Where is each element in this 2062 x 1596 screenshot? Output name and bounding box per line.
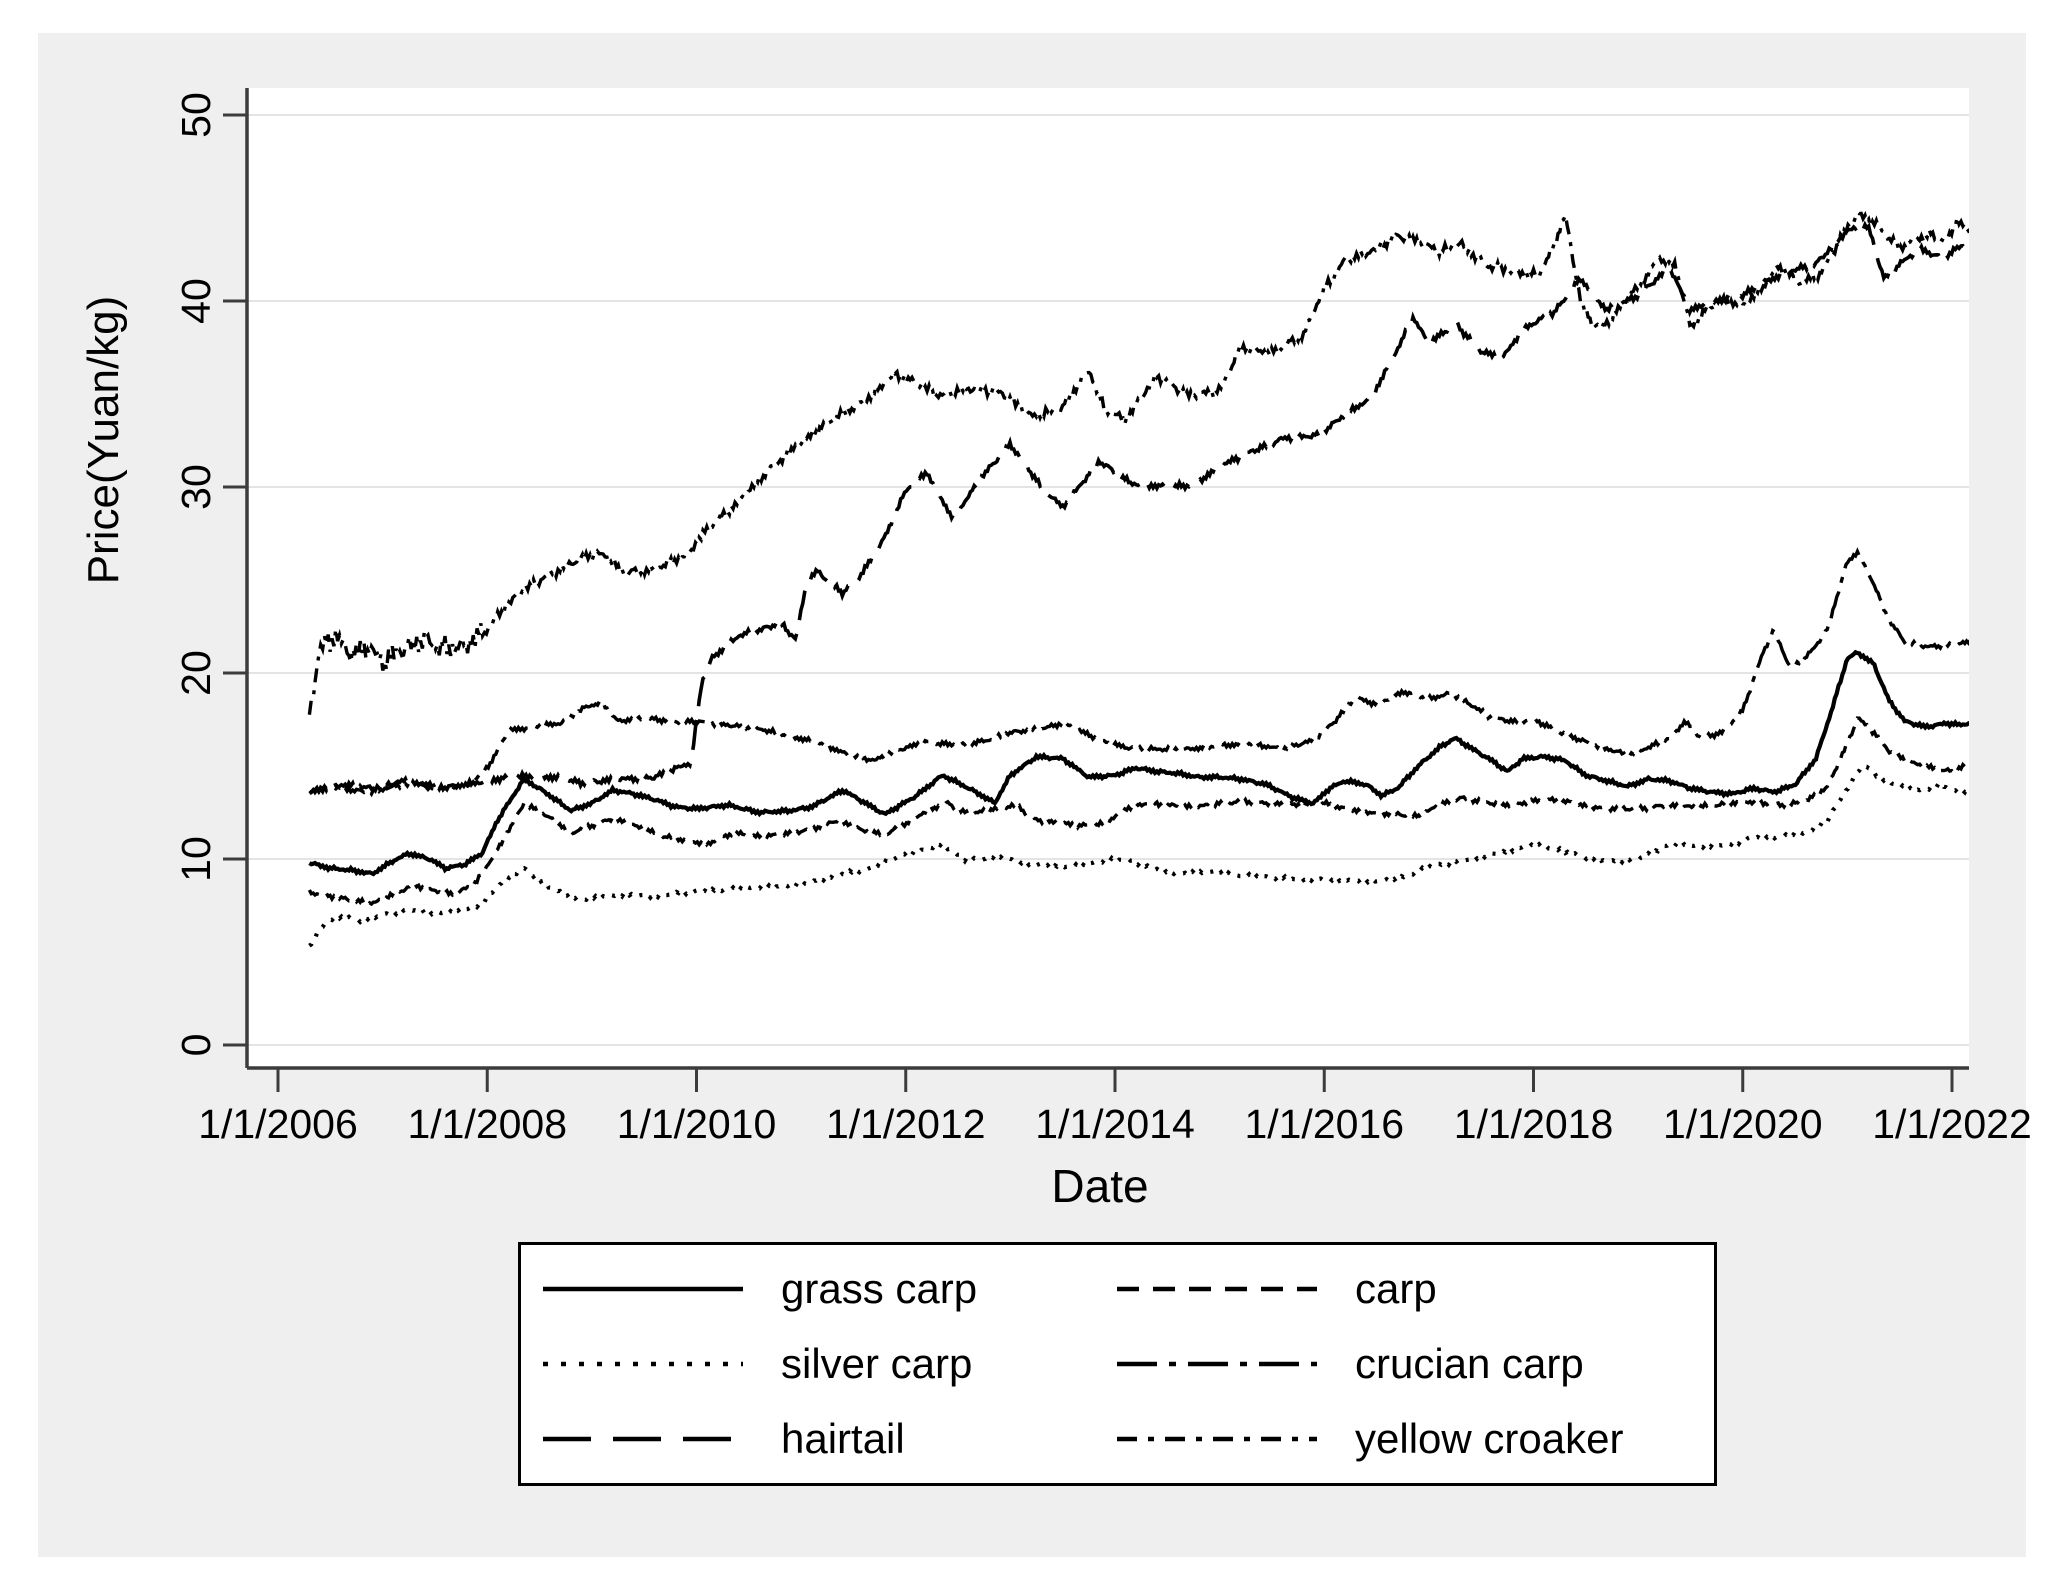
y-tick-label-50: 50	[173, 92, 219, 138]
legend-item-silver-carp: silver carp	[521, 1340, 1095, 1388]
y-axis-title: Price(Yuan/kg)	[79, 295, 128, 585]
series-line-crucian-carp	[308, 547, 1969, 798]
x-tick-label-1/1/2022: 1/1/2022	[1872, 1101, 2032, 1147]
legend-item-yellow-croaker: yellow croaker	[1095, 1415, 1714, 1463]
y-tick-label-20: 20	[173, 650, 219, 696]
plot-area	[247, 88, 1969, 1068]
series-line-hairtail	[308, 220, 1969, 796]
legend-label-hairtail: hairtail	[781, 1415, 905, 1463]
legend-line-sample-hairtail-icon	[543, 1437, 743, 1442]
series-line-yellow-croaker	[307, 208, 1969, 715]
x-tick-label-1/1/2006: 1/1/2006	[198, 1101, 358, 1147]
legend-line-sample-crucian-carp-icon	[1117, 1361, 1317, 1367]
x-tick-label-1/1/2014: 1/1/2014	[1035, 1101, 1195, 1147]
series-line-grass-carp	[308, 649, 1969, 877]
y-tick-label-30: 30	[173, 464, 219, 510]
y-tick-label-0: 0	[173, 1034, 219, 1057]
x-tick-label-1/1/2018: 1/1/2018	[1454, 1101, 1614, 1147]
legend-label-yellow-croaker: yellow croaker	[1355, 1415, 1624, 1463]
legend-label-silver-carp: silver carp	[781, 1339, 973, 1387]
legend-label-grass-carp: grass carp	[781, 1264, 978, 1312]
x-tick-label-1/1/2010: 1/1/2010	[617, 1101, 777, 1147]
x-tick-label-1/1/2020: 1/1/2020	[1663, 1101, 1823, 1147]
legend-line-sample-silver-carp-icon	[543, 1361, 743, 1367]
x-tick-label-1/1/2008: 1/1/2008	[407, 1101, 567, 1147]
x-axis-title: Date	[1051, 1160, 1149, 1212]
legend-item-grass-carp: grass carp	[521, 1265, 1095, 1313]
y-tick-label-10: 10	[173, 836, 219, 882]
legend-item-carp: carp	[1095, 1265, 1714, 1313]
series-line-carp	[307, 716, 1969, 909]
legend-label-carp: carp	[1355, 1264, 1437, 1312]
legend-line-sample-grass-carp-icon	[543, 1286, 743, 1291]
x-tick-label-1/1/2016: 1/1/2016	[1244, 1101, 1404, 1147]
legend-item-crucian-carp: crucian carp	[1095, 1340, 1714, 1388]
legend-item-hairtail: hairtail	[521, 1415, 1095, 1463]
x-tick-label-1/1/2012: 1/1/2012	[826, 1101, 986, 1147]
legend-line-sample-carp-icon	[1117, 1286, 1317, 1291]
legend-line-sample-yellow-croaker-icon	[1117, 1437, 1317, 1442]
series-line-silver-carp	[308, 762, 1969, 948]
legend: grass carp carp silver carp crucian carp hai…	[518, 1242, 1717, 1486]
y-tick-label-40: 40	[173, 278, 219, 324]
legend-label-crucian-carp: crucian carp	[1355, 1339, 1584, 1387]
